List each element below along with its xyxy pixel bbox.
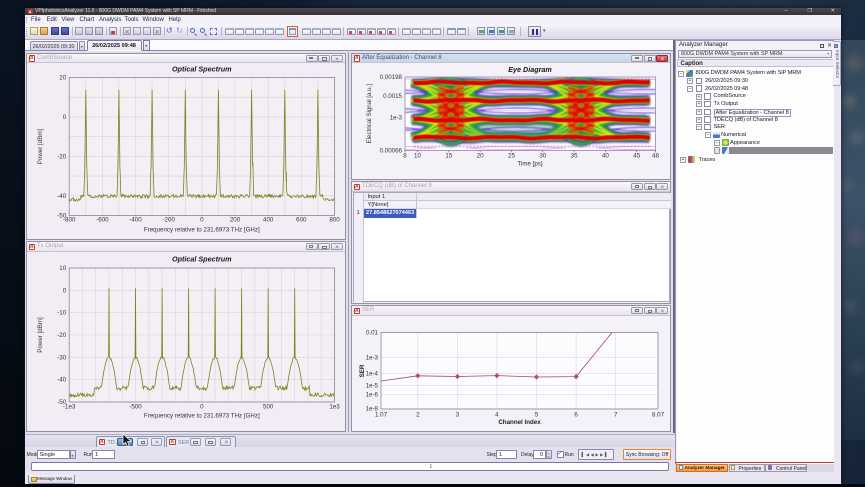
svg-text:200: 200 xyxy=(230,217,241,224)
svg-text:8.07: 8.07 xyxy=(652,412,665,419)
svg-text:10: 10 xyxy=(59,265,66,272)
svg-text:400: 400 xyxy=(263,217,274,224)
svg-text:8: 8 xyxy=(403,153,407,160)
svg-text:-20: -20 xyxy=(57,153,67,160)
svg-text:20: 20 xyxy=(59,75,66,82)
svg-text:1e-6: 1e-6 xyxy=(366,391,379,398)
svg-text:Electrical Signal [a.u.]: Electrical Signal [a.u.] xyxy=(366,84,373,144)
svg-text:-1e3: -1e3 xyxy=(63,404,76,411)
svg-text:-500: -500 xyxy=(129,404,142,411)
svg-text:Eye Diagram: Eye Diagram xyxy=(508,65,552,74)
svg-text:1e-4: 1e-4 xyxy=(366,370,379,377)
svg-text:Power [dBm]: Power [dBm] xyxy=(37,317,44,353)
svg-text:0.01: 0.01 xyxy=(366,330,379,337)
svg-text:-50: -50 xyxy=(57,213,67,220)
svg-text:0.00066: 0.00066 xyxy=(380,148,403,155)
svg-text:Optical Spectrum: Optical Spectrum xyxy=(172,255,232,264)
svg-text:40: 40 xyxy=(602,153,609,160)
svg-text:-40: -40 xyxy=(57,193,67,200)
svg-text:Frequency relative to 231.6973: Frequency relative to 231.6973 THz [GHz] xyxy=(144,413,260,420)
svg-text:Optical Spectrum: Optical Spectrum xyxy=(172,65,232,74)
svg-text:-50: -50 xyxy=(57,399,67,406)
svg-text:1e3: 1e3 xyxy=(329,404,340,411)
svg-text:0.00198: 0.00198 xyxy=(380,74,403,81)
svg-text:-800: -800 xyxy=(63,217,76,224)
svg-text:800: 800 xyxy=(329,217,340,224)
svg-text:-200: -200 xyxy=(163,217,176,224)
svg-text:25: 25 xyxy=(508,153,515,160)
svg-text:-30: -30 xyxy=(57,354,67,361)
svg-text:600: 600 xyxy=(296,217,307,224)
svg-text:1.07: 1.07 xyxy=(375,412,388,419)
svg-text:Time [ps]: Time [ps] xyxy=(517,161,542,168)
svg-text:Power [dBm]: Power [dBm] xyxy=(37,129,44,165)
svg-text:7: 7 xyxy=(614,412,618,419)
svg-text:30: 30 xyxy=(539,153,546,160)
svg-text:-40: -40 xyxy=(57,377,67,384)
svg-text:1e-5: 1e-5 xyxy=(366,382,379,389)
svg-text:10: 10 xyxy=(414,153,421,160)
svg-text:5: 5 xyxy=(535,412,539,419)
svg-text:-20: -20 xyxy=(57,332,67,339)
svg-text:15: 15 xyxy=(445,153,452,160)
svg-text:2: 2 xyxy=(416,412,420,419)
svg-text:3: 3 xyxy=(456,412,460,419)
svg-text:0: 0 xyxy=(63,114,67,121)
svg-text:20: 20 xyxy=(477,153,484,160)
svg-text:SER: SER xyxy=(359,364,366,377)
svg-text:48: 48 xyxy=(652,153,659,160)
svg-text:Channel Index: Channel Index xyxy=(498,419,541,426)
svg-text:1e-3: 1e-3 xyxy=(366,354,379,361)
svg-text:0: 0 xyxy=(200,217,204,224)
svg-text:-10: -10 xyxy=(57,310,67,317)
svg-text:0: 0 xyxy=(200,404,204,411)
svg-text:1e-8: 1e-8 xyxy=(366,406,379,413)
svg-text:0: 0 xyxy=(63,287,67,294)
svg-text:45: 45 xyxy=(633,153,640,160)
svg-text:Frequency relative to 231.6973: Frequency relative to 231.6973 THz [GHz] xyxy=(144,227,260,234)
svg-text:6: 6 xyxy=(574,412,578,419)
svg-text:0.0015: 0.0015 xyxy=(383,93,402,100)
svg-text:-400: -400 xyxy=(129,217,142,224)
svg-text:500: 500 xyxy=(263,404,274,411)
svg-text:1e-3: 1e-3 xyxy=(390,115,403,122)
svg-text:4: 4 xyxy=(495,412,499,419)
svg-text:35: 35 xyxy=(571,153,578,160)
svg-text:-600: -600 xyxy=(96,217,109,224)
